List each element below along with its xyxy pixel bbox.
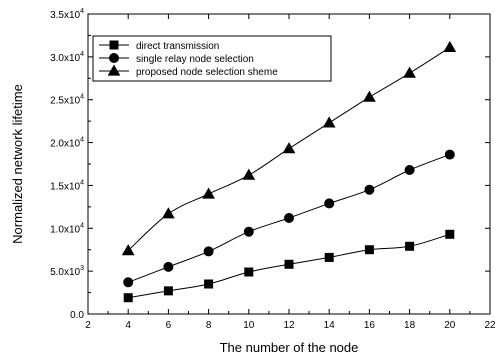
triangle-marker [363,90,376,102]
series-triangle [121,40,457,256]
circle-marker [444,149,455,160]
circle-marker [284,213,294,223]
legend-label: proposed node selection sheme [136,67,278,78]
y-tick-label: 2.5x104 [50,94,84,107]
y-tick-label: 2.0x104 [50,137,84,150]
square-marker [364,245,374,255]
series-square [123,229,455,303]
square-marker [244,267,254,277]
square-marker [163,286,173,296]
x-tick-label: 4 [125,320,131,331]
legend-box [92,35,332,82]
circle-marker [109,53,119,63]
x-tick-label: 2 [85,320,91,331]
legend-label: single relay node selection [136,54,254,65]
triangle-marker [403,66,416,78]
x-tick-label: 16 [364,320,376,331]
y-tick-label: 5.0x103 [50,265,84,278]
y-tick-label: 1.0x104 [50,222,84,235]
triangle-marker [282,142,296,154]
y-tick-label: 3.5x104 [50,8,84,21]
triangle-marker [443,40,457,53]
triangle-marker [121,244,135,256]
legend-label: direct transmission [136,41,219,52]
circle-marker [324,198,335,209]
triangle-marker [107,64,121,76]
circle-marker [404,165,415,175]
y-tick-label: 1.5x104 [50,179,84,192]
legend-item: proposed node selection sheme [99,64,278,78]
square-marker [109,40,119,50]
x-tick-label: 6 [166,320,172,331]
square-marker [284,259,294,269]
square-marker [405,241,415,251]
triangle-marker [322,116,336,128]
square-marker [445,229,455,239]
x-tick-label: 8 [206,320,212,331]
circle-marker [163,261,174,272]
triangle-marker [162,207,175,219]
series-circle [123,149,455,288]
square-marker [123,293,133,303]
x-tick-label: 14 [324,320,336,331]
circle-marker [203,246,214,257]
triangle-marker [202,187,215,199]
series-layer [121,40,457,303]
triangle-marker [242,168,256,180]
x-axis-title: The number of the node [220,340,359,355]
circle-marker [123,277,134,288]
legend-item: single relay node selection [99,53,254,65]
legend-item: direct transmission [99,40,219,52]
y-tick-label: 0.0 [70,310,84,321]
x-tick-label: 22 [484,320,496,331]
legend: direct transmission single relay node sel… [92,35,332,82]
x-tick-label: 12 [283,320,295,331]
circle-marker [364,184,375,195]
x-tick-label: 18 [404,320,416,331]
x-tick-label: 20 [444,320,456,331]
axes: 2 4 6 8 10 12 14 16 18 20 22 0.0 5.0x103 1.0x104 1.5x1… [50,8,496,331]
y-axis-title: Normalized network lifetime [10,84,25,244]
y-tick-label: 3.0x104 [50,51,84,64]
square-marker [324,252,334,262]
circle-marker [243,226,254,237]
x-tick-label: 10 [243,320,255,331]
square-marker [204,279,214,289]
